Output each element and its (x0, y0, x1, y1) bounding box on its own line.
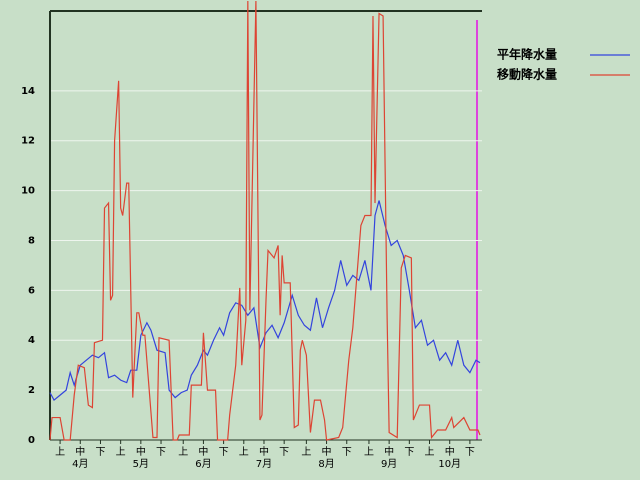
x-tick-label: 上 (55, 446, 65, 458)
x-tick-label: 上 (301, 446, 311, 458)
month-label: 10月 (438, 458, 461, 470)
x-tick-label: 下 (342, 447, 352, 458)
month-label: 8月 (318, 458, 334, 470)
x-tick-label: 中 (136, 445, 146, 458)
y-tick-label: 6 (28, 285, 35, 296)
x-tick-label: 下 (465, 447, 475, 458)
legend-label: 移動降水量 (497, 67, 557, 82)
month-label: 7月 (256, 458, 272, 470)
x-tick-label: 上 (364, 446, 374, 458)
month-label: 5月 (133, 458, 149, 470)
x-tick-label: 上 (178, 446, 188, 458)
x-tick-label: 下 (95, 447, 105, 458)
y-tick-label: 12 (21, 136, 35, 147)
month-label: 4月 (72, 458, 88, 470)
x-tick-label: 中 (322, 445, 332, 458)
month-label: 9月 (381, 458, 397, 470)
x-tick-label: 中 (198, 445, 208, 458)
x-tick-label: 下 (219, 447, 229, 458)
y-tick-label: 4 (28, 335, 35, 346)
legend-label: 平年降水量 (497, 47, 557, 62)
y-tick-label: 8 (28, 235, 35, 246)
y-tick-label: 2 (28, 385, 35, 396)
month-label: 6月 (195, 458, 211, 470)
x-tick-label: 上 (239, 446, 249, 458)
x-tick-label: 下 (156, 447, 166, 458)
y-tick-label: 14 (21, 86, 35, 97)
y-tick-label: 10 (21, 186, 35, 197)
x-tick-label: 中 (259, 445, 269, 458)
x-tick-label: 中 (384, 445, 394, 458)
series-line (49, 200, 481, 402)
x-tick-label: 上 (425, 446, 435, 458)
x-tick-label: 中 (445, 445, 455, 458)
x-tick-label: 上 (116, 446, 126, 458)
y-tick-label: 0 (28, 435, 35, 446)
series-line (49, 1, 481, 441)
x-tick-label: 中 (75, 445, 85, 458)
x-tick-label: 下 (279, 447, 289, 458)
x-tick-label: 下 (404, 447, 414, 458)
